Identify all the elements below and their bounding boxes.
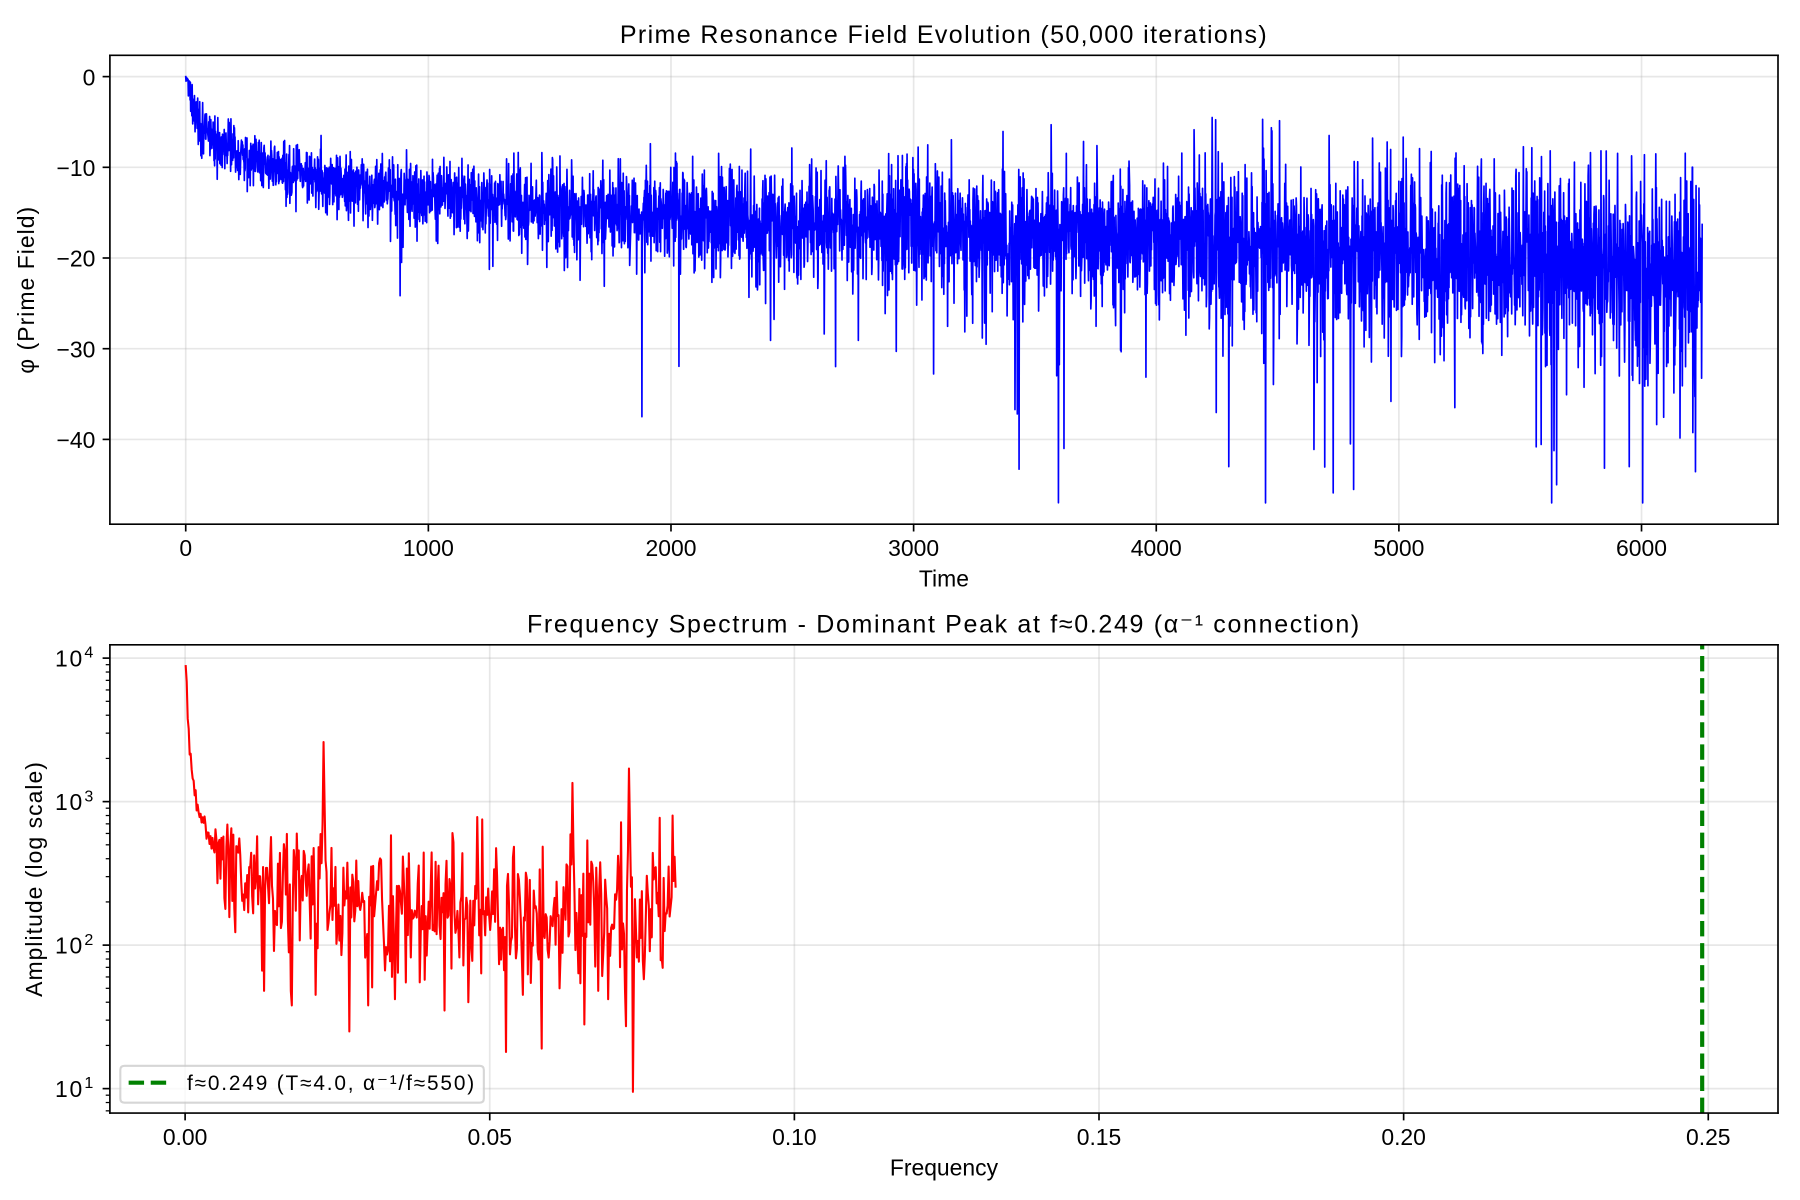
- svg-text:f≈0.249 (T≈4.0, α⁻¹/f≈550): f≈0.249 (T≈4.0, α⁻¹/f≈550): [187, 1072, 476, 1095]
- svg-text:−20: −20: [56, 246, 95, 272]
- svg-text:1000: 1000: [403, 535, 454, 561]
- svg-text:6000: 6000: [1616, 535, 1667, 561]
- svg-text:3000: 3000: [888, 535, 939, 561]
- svg-text:Frequency Spectrum - Dominant: Frequency Spectrum - Dominant Peak at f≈…: [527, 610, 1361, 638]
- svg-text:Prime Resonance Field Evolutio: Prime Resonance Field Evolution (50,000 …: [620, 21, 1268, 49]
- svg-text:Amplitude (log scale): Amplitude (log scale): [21, 761, 47, 997]
- svg-text:1 0 3: 1 0 3: [55, 781, 93, 818]
- svg-text:1 0 1: 1 0 1: [55, 1068, 93, 1105]
- svg-text:Time: Time: [919, 566, 969, 592]
- svg-text:1 0 4: 1 0 4: [55, 637, 93, 674]
- svg-text:0: 0: [179, 535, 192, 561]
- svg-text:4000: 4000: [1131, 535, 1182, 561]
- svg-text:0.25: 0.25: [1686, 1124, 1731, 1150]
- svg-text:2000: 2000: [646, 535, 697, 561]
- svg-text:0: 0: [83, 64, 96, 90]
- svg-text:Frequency: Frequency: [890, 1155, 999, 1181]
- svg-text:5000: 5000: [1373, 535, 1424, 561]
- svg-text:0.00: 0.00: [163, 1124, 208, 1150]
- svg-text:−40: −40: [56, 427, 95, 453]
- svg-text:0.05: 0.05: [467, 1124, 512, 1150]
- svg-text:1 0 2: 1 0 2: [55, 925, 93, 962]
- svg-text:−10: −10: [56, 155, 95, 181]
- svg-text:−30: −30: [56, 336, 95, 362]
- svg-text:0.15: 0.15: [1077, 1124, 1122, 1150]
- svg-text:0.10: 0.10: [772, 1124, 817, 1150]
- svg-text:0.20: 0.20: [1381, 1124, 1426, 1150]
- svg-text:φ (Prime Field): φ (Prime Field): [13, 206, 39, 374]
